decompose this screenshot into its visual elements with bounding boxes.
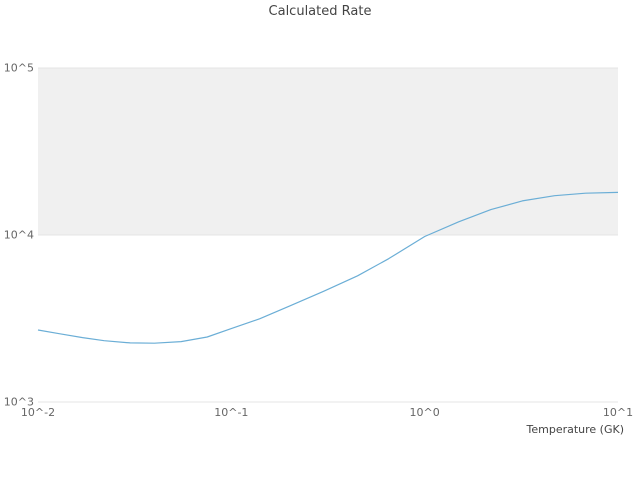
x-tick-label: 10^-1 <box>214 406 249 419</box>
x-tick-label: 10^0 <box>409 406 440 419</box>
x-axis-label: Temperature (GK) <box>526 423 625 436</box>
shaded-band <box>38 68 618 235</box>
x-tick-label: 10^1 <box>602 406 634 419</box>
x-tick-label: 10^-2 <box>20 406 56 419</box>
chart-title: Calculated Rate <box>268 4 372 19</box>
y-tick-label: 10^5 <box>3 61 34 75</box>
rate-line <box>37 191 619 344</box>
y-tick-label: 10^3 <box>3 395 34 409</box>
y-tick-label: 10^4 <box>3 228 34 242</box>
